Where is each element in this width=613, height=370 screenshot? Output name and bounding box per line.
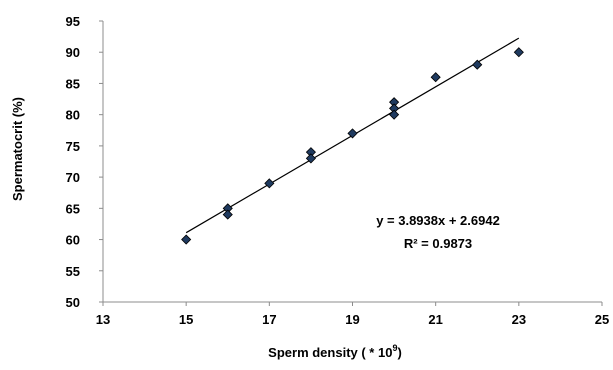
data-point	[389, 109, 400, 120]
data-points	[181, 47, 524, 245]
data-point	[305, 153, 316, 164]
data-point	[222, 209, 233, 220]
y-tick-label: 65	[66, 201, 80, 216]
x-tick-label: 23	[512, 312, 526, 327]
x-axis-title: Sperm density ( * 109)	[268, 343, 402, 360]
trendline-equation: y = 3.8938x + 2.6942	[376, 213, 500, 228]
tick-labels: 50 55 60 65 70 75 80 85 90 95 13 15 17 19 21 23 25	[66, 14, 610, 327]
y-tick-label: 55	[66, 264, 80, 279]
data-point	[513, 47, 524, 58]
data-point	[472, 59, 483, 70]
x-axis-title-superscript: 9	[392, 343, 397, 353]
y-tick-label: 80	[66, 108, 80, 123]
data-point	[181, 234, 192, 245]
y-tick-label: 85	[66, 76, 80, 91]
data-point	[430, 72, 441, 83]
x-tick-label: 15	[179, 312, 193, 327]
x-tick-label: 13	[96, 312, 110, 327]
x-tick-label: 21	[428, 312, 442, 327]
y-axis-title: Spermatocrit (%)	[10, 97, 25, 201]
x-axis-title-main: Sperm density ( * 10	[268, 345, 392, 360]
trendline-r-squared: R² = 0.9873	[404, 236, 472, 251]
x-axis-title-suffix: )	[397, 345, 401, 360]
y-tick-label: 60	[66, 233, 80, 248]
y-tick-label: 90	[66, 45, 80, 60]
data-point	[264, 178, 275, 189]
data-point	[347, 128, 358, 139]
x-tick-label: 17	[262, 312, 276, 327]
y-tick-label: 50	[66, 295, 80, 310]
x-tick-label: 25	[595, 312, 609, 327]
x-tick-label: 19	[345, 312, 359, 327]
y-tick-label: 95	[66, 14, 80, 29]
y-tick-label: 70	[66, 170, 80, 185]
axes	[99, 20, 603, 306]
y-tick-label: 75	[66, 139, 80, 154]
